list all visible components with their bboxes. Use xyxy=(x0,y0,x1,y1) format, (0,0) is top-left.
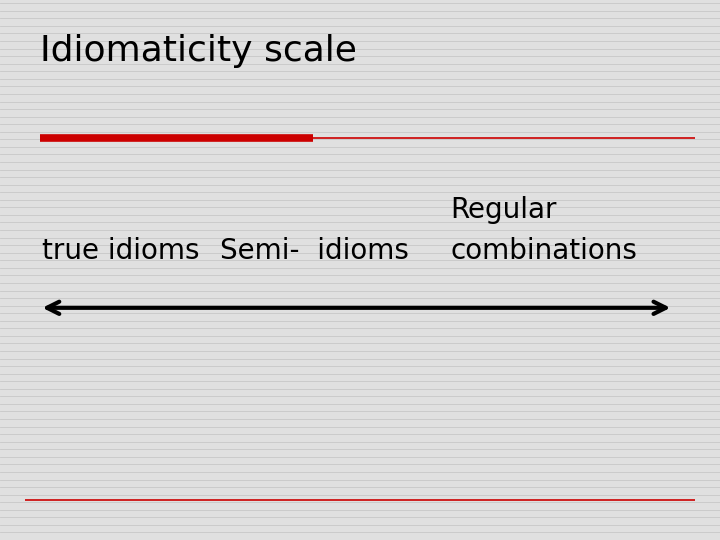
Text: Semi-  idioms: Semi- idioms xyxy=(220,237,408,265)
Text: Idiomaticity scale: Idiomaticity scale xyxy=(40,33,356,68)
Text: combinations: combinations xyxy=(450,237,637,265)
Text: true idioms: true idioms xyxy=(42,237,199,265)
Text: Regular: Regular xyxy=(450,196,557,224)
